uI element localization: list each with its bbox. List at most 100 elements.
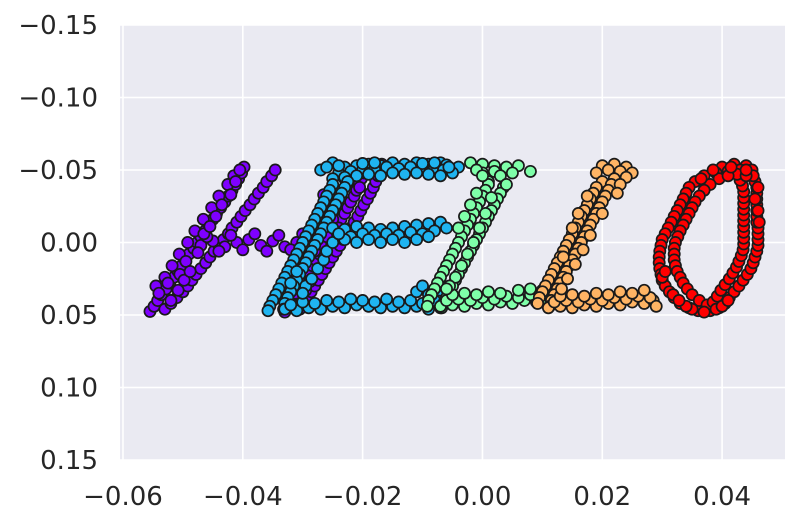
data-point	[171, 283, 185, 297]
y-tick-label: −0.10	[18, 84, 98, 114]
data-point	[511, 283, 525, 297]
y-tick-labels: −0.15 −0.10 −0.05 0.00 0.05 0.10 0.15	[18, 11, 98, 476]
data-point	[748, 192, 762, 206]
data-point	[455, 259, 468, 273]
data-point	[555, 282, 568, 296]
data-point	[420, 299, 434, 313]
data-point	[523, 282, 537, 296]
data-point	[751, 180, 765, 194]
data-point	[493, 286, 507, 300]
data-point	[332, 227, 346, 241]
data-point	[470, 288, 483, 302]
data-point	[577, 289, 591, 303]
data-point	[589, 286, 603, 300]
data-point	[595, 207, 609, 220]
data-point	[272, 228, 286, 242]
data-point	[473, 221, 486, 235]
series-group	[531, 157, 663, 315]
series-group	[652, 157, 766, 319]
data-point	[164, 294, 178, 307]
data-point	[442, 160, 456, 174]
data-point	[479, 207, 492, 220]
data-point	[505, 166, 519, 180]
data-point	[470, 186, 483, 200]
data-point	[752, 215, 766, 229]
data-point	[531, 296, 545, 310]
data-point	[311, 262, 325, 276]
data-point	[260, 244, 274, 258]
data-point	[568, 257, 582, 271]
data-point	[523, 164, 537, 178]
data-point	[362, 167, 376, 181]
data-point	[601, 163, 615, 177]
data-point	[320, 294, 334, 307]
data-point	[344, 292, 358, 306]
data-point	[404, 294, 418, 307]
data-point	[576, 243, 590, 257]
data-point	[637, 283, 651, 297]
y-tick-label: 0.15	[40, 446, 98, 476]
data-point	[613, 285, 627, 299]
data-point	[386, 166, 400, 180]
data-point	[476, 169, 489, 183]
data-point	[580, 189, 594, 203]
data-point	[556, 250, 570, 264]
data-point	[422, 230, 435, 244]
data-point	[356, 157, 370, 170]
data-point	[589, 166, 603, 180]
data-point	[416, 279, 429, 293]
data-point	[610, 186, 624, 200]
data-point	[350, 169, 364, 183]
data-point	[181, 236, 195, 249]
y-tick-label: 0.05	[40, 301, 98, 331]
data-point	[484, 191, 498, 205]
data-point	[565, 288, 579, 302]
data-point	[233, 163, 247, 177]
data-point	[706, 163, 720, 177]
data-point	[458, 286, 471, 300]
data-point	[296, 286, 310, 300]
x-tick-label: −0.02	[323, 482, 403, 512]
data-point	[308, 296, 322, 310]
data-point	[290, 265, 304, 278]
data-point	[398, 236, 412, 249]
data-point	[434, 169, 447, 183]
data-point	[721, 294, 735, 307]
data-point	[583, 228, 597, 242]
data-point	[368, 156, 382, 170]
data-point	[751, 204, 765, 218]
data-point	[353, 180, 367, 194]
x-tick-label: −0.06	[83, 482, 163, 512]
data-point	[724, 160, 738, 174]
data-point	[452, 221, 465, 235]
data-point	[248, 227, 262, 241]
data-point	[697, 305, 711, 319]
data-points	[143, 156, 766, 319]
data-point	[449, 270, 462, 284]
data-point	[464, 198, 477, 212]
data-point	[374, 236, 388, 249]
y-tick-label: −0.05	[18, 156, 98, 186]
data-point	[229, 175, 243, 189]
data-point	[332, 295, 346, 309]
data-point	[362, 233, 376, 247]
x-tick-label: 0.02	[573, 482, 631, 512]
data-point	[268, 163, 282, 177]
data-point	[428, 156, 441, 170]
data-point	[739, 163, 753, 177]
y-tick-label: 0.00	[40, 229, 98, 259]
data-point	[224, 228, 238, 242]
data-point	[440, 282, 453, 296]
data-point	[694, 172, 708, 186]
data-point	[215, 198, 229, 212]
data-point	[625, 286, 639, 300]
data-point	[284, 276, 298, 290]
data-point	[209, 209, 223, 223]
data-point	[212, 244, 226, 258]
data-point	[191, 246, 205, 260]
data-point	[571, 207, 585, 220]
data-point	[416, 157, 429, 170]
data-point	[236, 243, 250, 257]
data-point	[481, 285, 495, 299]
